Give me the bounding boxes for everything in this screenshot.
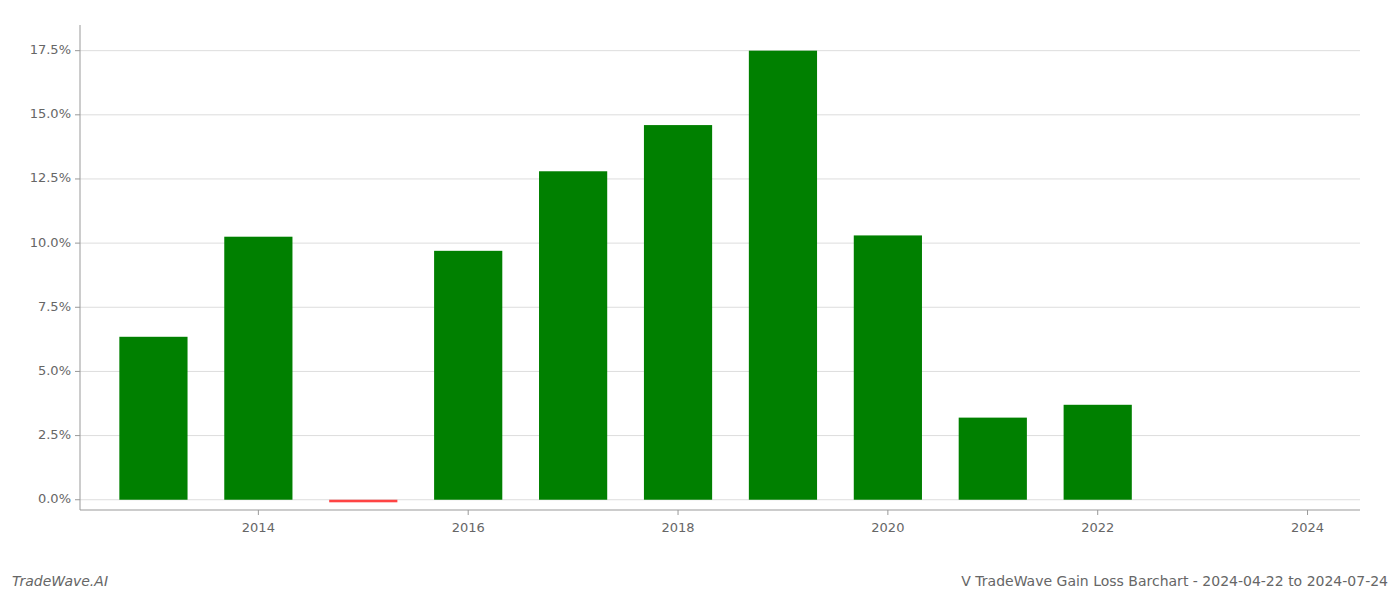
bar: [539, 171, 607, 499]
y-tick-label: 0.0%: [38, 491, 71, 506]
y-tick: [75, 243, 80, 244]
bar: [644, 125, 712, 500]
x-tick-label: 2022: [1081, 520, 1114, 535]
x-tick: [258, 510, 259, 515]
y-tick-label: 10.0%: [30, 235, 71, 250]
y-tick-label: 12.5%: [30, 170, 71, 185]
y-tick-label: 15.0%: [30, 106, 71, 121]
x-tick-label: 2024: [1291, 520, 1324, 535]
bar: [119, 337, 187, 500]
x-axis-line: [80, 510, 1360, 511]
bar: [1169, 499, 1237, 500]
bar: [959, 418, 1027, 500]
bar: [434, 251, 502, 500]
y-tick-label: 2.5%: [38, 427, 71, 442]
y-tick-label: 7.5%: [38, 299, 71, 314]
bar: [854, 235, 922, 499]
y-tick: [75, 499, 80, 500]
bar: [329, 500, 397, 503]
watermark: TradeWave.AI: [12, 573, 108, 589]
y-axis: 0.0% 2.5% 5.0% 7.5% 10.0% 12.5% 15.0% 17.5%: [30, 25, 80, 510]
grid-line: [80, 178, 1360, 179]
y-tick-label: 17.5%: [30, 42, 71, 57]
x-tick-label: 2020: [871, 520, 904, 535]
chart-container: 0.0% 2.5% 5.0% 7.5% 10.0% 12.5% 15.0% 17.5% 2014…: [0, 0, 1400, 600]
x-tick: [468, 510, 469, 515]
bars: [119, 51, 1131, 503]
x-tick: [887, 510, 888, 515]
bar: [224, 237, 292, 500]
x-axis: 2014 2016 2018 2020 2022 2024: [80, 510, 1360, 535]
y-tick: [75, 435, 80, 436]
y-tick: [75, 50, 80, 51]
grid: [80, 51, 1360, 500]
y-tick-label: 5.0%: [38, 363, 71, 378]
bar: [749, 51, 817, 500]
x-tick: [678, 510, 679, 515]
x-tick: [1097, 510, 1098, 515]
title: V TradeWave Gain Loss Barchart - 2024-04…: [961, 573, 1388, 589]
y-axis-line: [80, 25, 81, 510]
bar: [1064, 405, 1132, 500]
grid-line: [80, 50, 1360, 51]
x-tick-label: 2018: [661, 520, 694, 535]
y-tick: [75, 371, 80, 372]
x-tick-label: 2014: [242, 520, 275, 535]
y-tick: [75, 178, 80, 179]
x-tick: [1307, 510, 1308, 515]
y-tick: [75, 307, 80, 308]
y-tick: [75, 114, 80, 115]
x-tick-label: 2016: [452, 520, 485, 535]
grid-line: [80, 114, 1360, 115]
chart-svg: 0.0% 2.5% 5.0% 7.5% 10.0% 12.5% 15.0% 17.5% 2014…: [0, 0, 1400, 600]
